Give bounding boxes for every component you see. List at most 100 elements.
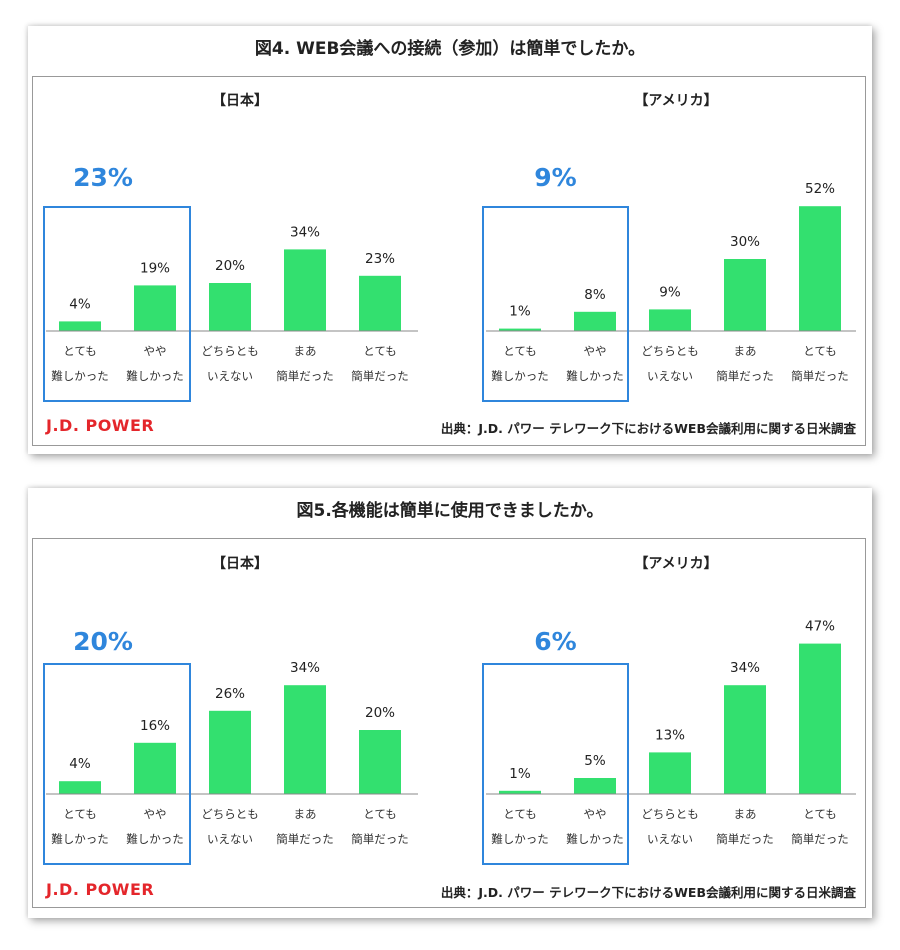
- highlight-box: [43, 663, 191, 865]
- bar: [359, 730, 401, 794]
- x-tick-label: とても: [803, 807, 837, 821]
- data-label: 4%: [69, 296, 91, 312]
- data-label: 16%: [140, 718, 170, 734]
- panel-title: 【日本】: [212, 555, 268, 572]
- bar: [724, 685, 766, 794]
- bar: [134, 285, 176, 331]
- panel-title: 【アメリカ】: [634, 556, 717, 572]
- data-label: 1%: [509, 304, 531, 320]
- bar: [649, 752, 691, 794]
- x-tick-label: いえない: [647, 369, 693, 383]
- bar: [209, 283, 251, 331]
- highlight-box: [43, 206, 191, 402]
- data-label: 26%: [215, 686, 245, 702]
- data-label: 1%: [509, 766, 531, 782]
- x-tick-label: やや: [144, 344, 167, 358]
- jd-power-logo: J.D. POWER: [46, 880, 155, 899]
- x-tick-label: 難しかった: [126, 369, 184, 383]
- x-tick-label: とても: [363, 807, 397, 821]
- highlight-label: 6%: [534, 627, 576, 656]
- x-tick-label: 難しかった: [51, 832, 109, 846]
- x-tick-label: とても: [503, 344, 537, 358]
- bar: [284, 249, 326, 331]
- x-tick-label: どちらとも: [201, 807, 259, 821]
- jd-power-logo: J.D. POWER: [46, 416, 155, 435]
- x-tick-label: まあ: [734, 807, 757, 821]
- chart-frame: [32, 538, 866, 908]
- bar: [134, 742, 176, 794]
- panel-title: 【日本】: [212, 92, 268, 109]
- data-label: 47%: [805, 619, 835, 635]
- x-tick-label: いえない: [207, 369, 253, 383]
- bar: [499, 790, 541, 794]
- data-label: 5%: [584, 753, 606, 769]
- x-tick-label: どちらとも: [641, 807, 699, 821]
- x-tick-label: 難しかった: [566, 832, 624, 846]
- bar: [59, 781, 101, 794]
- data-label: 9%: [659, 284, 681, 300]
- data-label: 34%: [290, 660, 320, 676]
- x-tick-label: とても: [63, 807, 97, 821]
- x-tick-label: とても: [363, 344, 397, 358]
- x-tick-label: 難しかった: [126, 832, 184, 846]
- chart-card-features: 図5.各機能は簡単に使用できましたか。 【日本】 4% とても難しかった 16% やや難…: [28, 488, 872, 918]
- data-label: 23%: [365, 251, 395, 267]
- data-label: 20%: [365, 705, 395, 721]
- source-note: 出典：J.D. パワー テレワーク下におけるWEB会議利用に関する日米調査: [440, 885, 856, 900]
- data-label: 34%: [290, 224, 320, 240]
- x-tick-label: 簡単だった: [716, 832, 774, 846]
- bar: [499, 328, 541, 331]
- x-tick-label: まあ: [294, 807, 317, 821]
- x-tick-label: まあ: [294, 344, 317, 358]
- bar: [59, 321, 101, 331]
- bar: [209, 710, 251, 794]
- chart-title: 図5.各機能は簡単に使用できましたか。: [296, 501, 604, 521]
- x-tick-label: 簡単だった: [276, 832, 334, 846]
- x-tick-label: 難しかった: [566, 369, 624, 383]
- x-tick-label: やや: [584, 807, 607, 821]
- bar: [649, 309, 691, 331]
- x-tick-label: いえない: [207, 832, 253, 846]
- bar: [799, 643, 841, 794]
- x-tick-label: 難しかった: [491, 832, 549, 846]
- x-tick-label: やや: [144, 807, 167, 821]
- data-label: 20%: [215, 258, 245, 274]
- x-tick-label: とても: [503, 807, 537, 821]
- x-tick-label: 簡単だった: [791, 369, 849, 383]
- x-tick-label: 難しかった: [491, 369, 549, 383]
- highlight-label: 9%: [534, 163, 576, 192]
- x-tick-label: 簡単だった: [716, 369, 774, 383]
- highlight-box: [482, 206, 629, 402]
- bar: [574, 778, 616, 794]
- data-label: 4%: [69, 756, 91, 772]
- x-tick-label: 簡単だった: [351, 369, 409, 383]
- x-tick-label: 簡単だった: [276, 369, 334, 383]
- panel-title: 【アメリカ】: [634, 93, 717, 109]
- bar: [799, 206, 841, 331]
- x-tick-label: とても: [63, 344, 97, 358]
- data-label: 34%: [730, 660, 760, 676]
- chart-frame: [32, 76, 866, 446]
- x-tick-label: 簡単だった: [351, 832, 409, 846]
- data-label: 8%: [584, 287, 606, 303]
- bar: [724, 259, 766, 331]
- x-tick-label: どちらとも: [641, 344, 699, 358]
- x-tick-label: どちらとも: [201, 344, 259, 358]
- bar: [359, 275, 401, 331]
- chart-title: 図4. WEB会議への接続（参加）は簡単でしたか。: [254, 39, 646, 59]
- chart-card-connection: 図4. WEB会議への接続（参加）は簡単でしたか。 【日本】 4% とても難しかった…: [28, 26, 872, 454]
- data-label: 19%: [140, 260, 170, 276]
- x-tick-label: まあ: [734, 344, 757, 358]
- x-tick-label: 難しかった: [51, 369, 109, 383]
- data-label: 52%: [805, 181, 835, 197]
- x-tick-label: いえない: [647, 832, 693, 846]
- highlight-label: 23%: [73, 163, 133, 192]
- x-tick-label: 簡単だった: [791, 832, 849, 846]
- highlight-label: 20%: [73, 627, 133, 656]
- x-tick-label: とても: [803, 344, 837, 358]
- data-label: 30%: [730, 234, 760, 250]
- highlight-box: [482, 663, 629, 865]
- bar: [284, 685, 326, 794]
